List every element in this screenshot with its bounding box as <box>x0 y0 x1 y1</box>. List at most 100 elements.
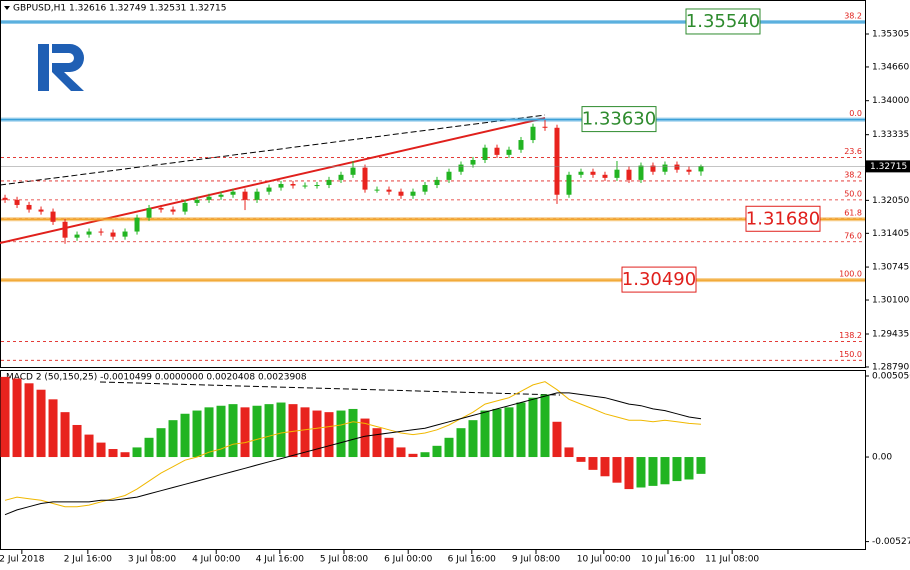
candle-body <box>26 204 32 210</box>
macd-bar <box>444 437 454 458</box>
macd-bar <box>456 428 466 458</box>
candle-body <box>686 169 692 172</box>
macd-bar <box>108 449 118 458</box>
candle-body <box>122 231 128 237</box>
candle-body <box>626 169 632 180</box>
price-box <box>866 160 910 173</box>
candle-body <box>458 164 464 172</box>
candle-body <box>662 164 668 172</box>
macd-bar <box>624 457 634 490</box>
level-label: 1.35540 <box>686 11 760 32</box>
macd-bar <box>240 407 250 458</box>
x-tick-label: 4 Jul 16:00 <box>256 555 305 565</box>
logo-stem <box>38 44 49 91</box>
candle-body <box>386 189 392 192</box>
candle-body <box>698 166 704 172</box>
fib-label: 150.0 <box>839 350 862 359</box>
macd-bar <box>540 394 550 458</box>
y-tick-label: 1.34660 <box>872 62 909 72</box>
y-tick-label: 1.32050 <box>872 196 909 206</box>
candle-body <box>590 171 596 175</box>
candle-body <box>410 191 416 196</box>
candle-body <box>482 147 488 160</box>
fib-label: 76.0 <box>844 231 862 240</box>
macd-trend-line <box>99 381 561 396</box>
x-tick-label: 9 Jul 08:00 <box>512 555 561 565</box>
candle-body <box>350 167 356 175</box>
candle-body <box>290 184 296 186</box>
candle-body <box>374 189 380 191</box>
candle-body <box>326 179 332 186</box>
candle-body <box>470 159 476 165</box>
logo-r <box>52 44 84 91</box>
macd-bar <box>660 457 670 485</box>
macd-bar <box>312 410 322 458</box>
candle-body <box>566 174 572 195</box>
macd-bar <box>60 412 70 458</box>
macd-bar <box>360 418 370 458</box>
y-tick-label: 1.34000 <box>872 96 909 106</box>
macd-bar <box>120 452 130 458</box>
macd-bar <box>288 404 298 458</box>
macd-bar <box>36 389 46 458</box>
macd-bar <box>492 408 502 458</box>
candle-body <box>362 167 368 190</box>
macd-bar <box>264 404 274 458</box>
candle-body <box>206 196 212 200</box>
candle-body <box>134 217 140 232</box>
x-tick-label: 10 Jul 00:00 <box>577 555 631 565</box>
macd-bar <box>684 457 694 480</box>
x-tick-label: 11 Jul 08:00 <box>705 555 759 565</box>
candle-body <box>518 140 524 150</box>
x-tick-label: 10 Jul 16:00 <box>641 555 695 565</box>
macd-bar <box>228 404 238 458</box>
x-tick-label: 5 Jul 08:00 <box>320 555 369 565</box>
candle-body <box>494 147 500 155</box>
macd-bar <box>84 434 94 458</box>
macd-bar <box>156 428 166 458</box>
x-tick-label: 2 Jul 16:00 <box>64 555 113 565</box>
macd-y-tick-label: 0.005056 <box>872 371 910 381</box>
trend-line <box>0 117 546 244</box>
macd-bar <box>300 407 310 458</box>
macd-bar <box>132 447 142 458</box>
macd-bar <box>696 457 706 474</box>
macd-bar <box>48 399 58 458</box>
candle-body <box>266 187 272 192</box>
current-price: 1.32715 <box>870 162 907 172</box>
y-tick-label: 1.28790 <box>872 362 909 372</box>
fib-label: 23.6 <box>844 147 862 156</box>
candle-body <box>2 197 8 200</box>
fib-label: 100.0 <box>839 270 862 279</box>
macd-bar <box>612 457 622 483</box>
macd-bar <box>468 420 478 458</box>
x-tick-label: 4 Jul 00:00 <box>192 555 241 565</box>
macd-bar <box>600 457 610 477</box>
candle-body <box>554 127 560 195</box>
candle-body <box>50 211 56 222</box>
macd-bar <box>0 376 10 458</box>
fib-label: 61.8 <box>844 208 862 217</box>
macd-y-tick-label: -0.005275 <box>872 537 910 547</box>
candle-body <box>158 208 164 210</box>
candle-body <box>530 126 536 141</box>
candle-body <box>302 185 308 187</box>
macd-bar <box>420 452 430 458</box>
macd-bar <box>72 424 82 458</box>
candle-body <box>38 209 44 212</box>
candle-body <box>578 171 584 175</box>
level-box <box>621 266 697 293</box>
menu-arrow <box>4 6 10 10</box>
x-tick-label: 2 Jul 2018 <box>0 555 45 565</box>
candle-body <box>98 231 104 233</box>
macd-bar <box>324 412 334 458</box>
candle-body <box>638 165 644 180</box>
candle-body <box>314 185 320 187</box>
macd-bar <box>588 457 598 470</box>
candle-body <box>218 194 224 197</box>
macd-bar <box>204 407 214 458</box>
level-label: 1.31680 <box>746 208 820 229</box>
macd-bar <box>24 383 34 458</box>
candle-body <box>674 164 680 170</box>
